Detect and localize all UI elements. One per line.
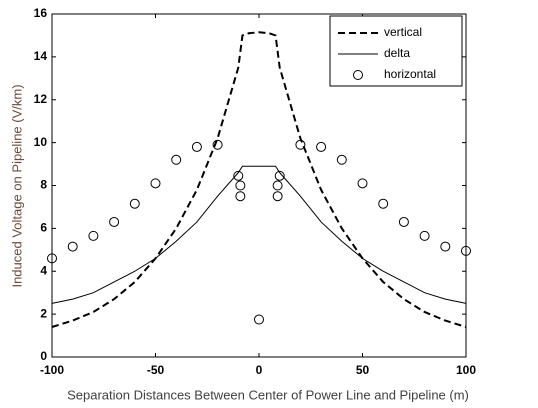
marker xyxy=(150,178,161,189)
marker xyxy=(47,253,57,264)
marker xyxy=(88,230,99,241)
marker xyxy=(212,139,223,150)
x-tick-label: 100 xyxy=(456,363,476,377)
marker xyxy=(233,170,244,181)
x-axis-label: Separation Distances Between Center of P… xyxy=(67,387,469,402)
y-tick-label: 0 xyxy=(40,349,47,363)
y-tick-label: 4 xyxy=(40,263,47,277)
marker xyxy=(67,241,78,252)
legend-box xyxy=(329,15,463,87)
marker xyxy=(191,141,202,152)
marker xyxy=(254,314,264,325)
y-tick-label: 6 xyxy=(40,221,47,235)
marker xyxy=(378,198,389,209)
legend-label: horizontal xyxy=(384,67,436,81)
y-tick-label: 8 xyxy=(40,178,47,192)
legend-label: delta xyxy=(384,46,410,60)
marker xyxy=(316,141,327,152)
marker xyxy=(171,154,182,165)
marker xyxy=(272,180,283,191)
x-tick-label: -100 xyxy=(40,363,64,377)
line xyxy=(51,31,467,328)
y-tick-label: 14 xyxy=(34,49,48,63)
marker xyxy=(440,241,451,252)
marker xyxy=(295,139,306,150)
y-axis-label: Induced Voltage on Pipeline (V/km) xyxy=(9,84,24,287)
marker xyxy=(461,245,471,256)
marker xyxy=(336,154,347,165)
y-tick-label: 16 xyxy=(34,6,48,20)
y-tick-label: 12 xyxy=(34,92,48,106)
legend-marker xyxy=(353,70,363,80)
marker xyxy=(274,170,285,181)
marker xyxy=(129,198,140,209)
marker xyxy=(419,230,430,241)
y-tick-label: 2 xyxy=(40,306,47,320)
marker xyxy=(272,191,283,202)
marker xyxy=(235,180,246,191)
marker xyxy=(235,191,246,202)
marker xyxy=(398,216,409,227)
marker xyxy=(357,178,368,189)
marker xyxy=(109,216,120,227)
line xyxy=(51,165,467,304)
x-tick-label: -50 xyxy=(147,363,165,377)
x-tick-label: 50 xyxy=(356,363,370,377)
legend-label: vertical xyxy=(384,25,422,39)
y-tick-label: 10 xyxy=(34,135,48,149)
x-tick-label: 0 xyxy=(256,363,263,377)
